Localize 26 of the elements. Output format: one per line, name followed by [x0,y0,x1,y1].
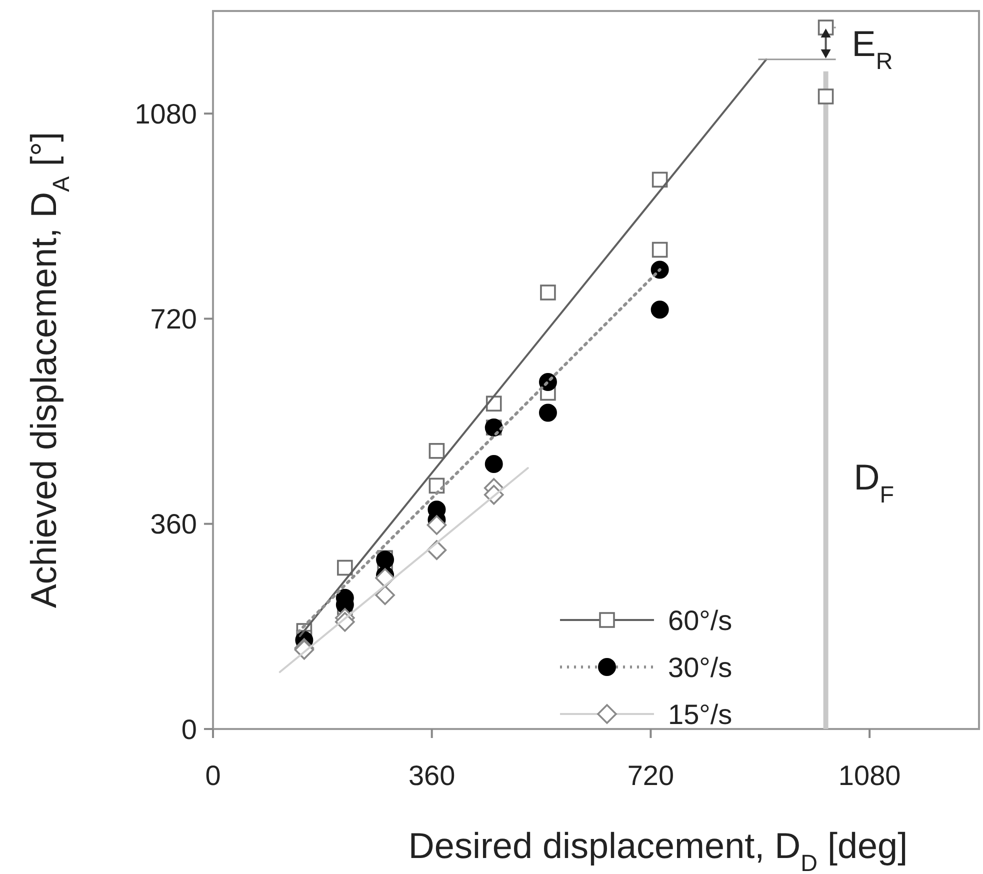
legend-label: 15°/s [668,698,732,730]
x-axis-title: Desired displacement, D$_{D}$ [deg] [408,825,908,874]
point [652,172,668,188]
y-tick-label: 0 [181,714,197,745]
point [376,550,394,569]
x-tick-label: 720 [627,760,674,791]
y-tick-label: 720 [150,304,197,335]
point [337,560,353,576]
point [484,455,503,474]
point [650,300,669,319]
legend-label: 60°/s [668,604,732,636]
point [650,260,669,279]
point [652,242,668,258]
x-tick-label: 1080 [838,760,901,791]
y-tick-label: 360 [150,508,197,540]
x-tick-label: 0 [205,760,221,791]
x-tick-label: 360 [408,760,456,791]
point [538,404,557,422]
point [540,284,556,300]
point [428,443,445,459]
point [818,88,834,104]
annotation: E$_{R}$ [852,23,893,74]
y-tick-label: 1080 [134,98,197,130]
ref-line-label: D$_{F}$ [854,456,894,508]
legend-label: 30°/s [668,652,732,683]
point [426,515,447,535]
